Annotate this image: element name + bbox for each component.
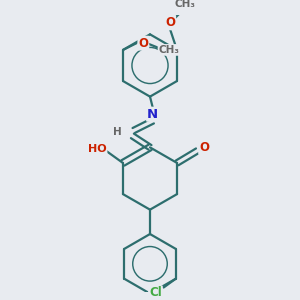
Text: HO: HO [88, 144, 106, 154]
Text: O: O [138, 37, 148, 50]
Text: CH₃: CH₃ [175, 0, 196, 9]
Text: CH₃: CH₃ [159, 45, 180, 55]
Text: N: N [147, 108, 158, 121]
Text: H: H [113, 128, 122, 137]
Text: O: O [165, 16, 175, 29]
Text: O: O [199, 141, 209, 154]
Text: Cl: Cl [149, 286, 162, 299]
